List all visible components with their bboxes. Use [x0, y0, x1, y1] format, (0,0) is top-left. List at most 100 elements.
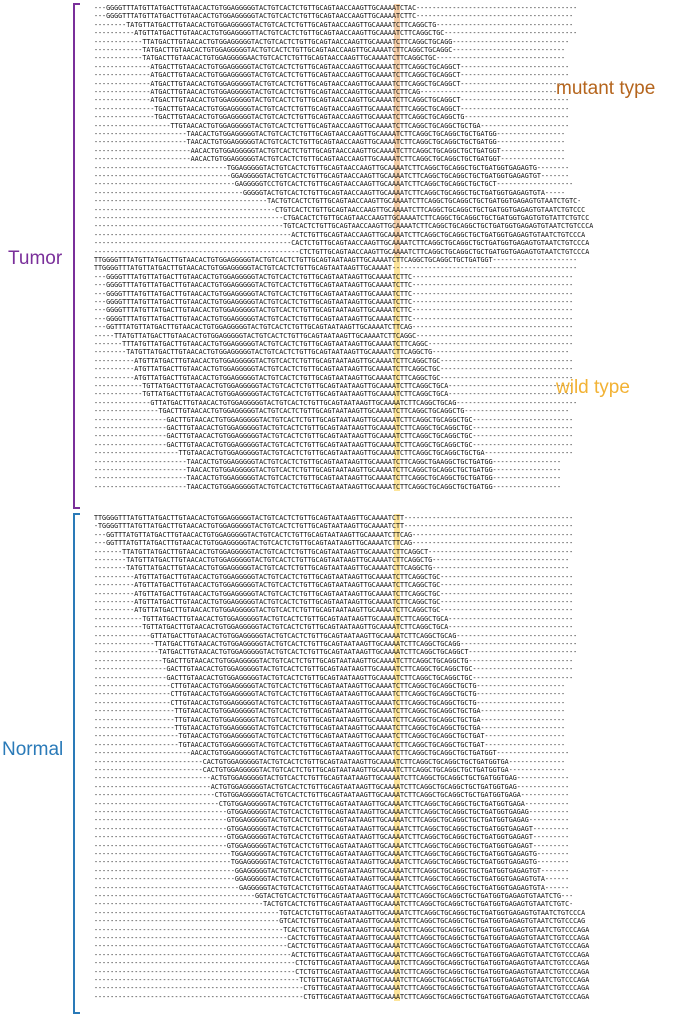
tumor-mutant-read: ----------ATGTTATGACTTGTAACACTGTGGAGGGGT…: [94, 29, 578, 38]
tumor-wild-read: ---GGGGTTTATGTTATGACTTGTAACACTGTGGAGGGGG…: [94, 306, 574, 315]
normal-wild-read: ------------------------------CTGTGGAGGG…: [94, 791, 570, 800]
normal-wild-read: ----------------------------------TGGAGG…: [94, 850, 570, 858]
tumor-mutant-read: --------TATGTTATGACTTGTAACACTGTGGAGGGGGT…: [94, 20, 574, 29]
tumor-mutant-read: ----------------------------------------…: [94, 197, 582, 206]
normal-wild-read: ---------------------TGTAACACTGTGGAGGGGG…: [94, 740, 566, 749]
normal-wild-read: -----------------------------ACTGTGGAGGG…: [94, 782, 570, 791]
tumor-wild-read: ---GGGGTTTATGTTATGACTTGTAACACTGTGGAGGGGG…: [94, 272, 574, 281]
tumor-mutant-read: ----------------------------------------…: [94, 247, 590, 256]
normal-wild-read: ---------------------------------GTGGAGG…: [94, 816, 570, 825]
normal-wild-read: ----------------------------------------…: [94, 925, 590, 934]
tumor-wild-read: ---GGGGTTTATGTTATGACTTGTAACACTGTGGAGGGGG…: [94, 281, 574, 290]
normal-wild-read: ------------------------------------GAGG…: [94, 883, 570, 892]
normal-wild-read: ----------------------------------------…: [94, 984, 590, 993]
normal-wild-read: -----------------------------------GGAGG…: [94, 875, 570, 884]
tumor-mutant-read: ---------------TGACTTGTAACACTGTGGAGGGGGT…: [94, 104, 570, 113]
tumor-wild-read: ----------ATGTTATGACTTGTAACACTGTGGAGGGGG…: [94, 373, 574, 382]
normal-wild-read: ------------------GACTTGTAACACTGTGGAGGGG…: [94, 673, 574, 682]
normal-wild-read: ----------------------------------------…: [94, 900, 574, 909]
tumor-mutant-read: ----------------------------------GGAGGG…: [94, 172, 570, 180]
tumor-mutant-read: --------------ATGACTTGTAACACTGTGGAGGGGGT…: [94, 88, 558, 96]
normal-wild-read: ---------------------------------GTGGAGG…: [94, 833, 570, 842]
normal-wild-read: -----------------------------ACTGTGGAGGG…: [94, 774, 570, 783]
normal-wild-read: -------------------CTTGTAACACTGTGGAGGGGG…: [94, 698, 566, 707]
tumor-mutant-read: --------------ATGACTTGTAACACTGTGGAGGGGGT…: [94, 79, 570, 88]
tumor-wild-read: --------TATGTTATGACTTGTAACACTGTGGAGGGGGT…: [94, 348, 570, 357]
wild-type-label: wild type: [556, 377, 630, 398]
normal-wild-read: ----------------------------------------…: [94, 892, 574, 900]
normal-wild-read: ----------------------------------------…: [94, 976, 590, 984]
normal-wild-read: ---GGTTTATGTTATGACTTGTAACACTGTGGAGGGGGTA…: [94, 539, 574, 548]
normal-wild-read: ------------TGTTATGACTTGTAACACTGTGGAGGGG…: [94, 623, 574, 632]
normal-wild-read: ----------------------------------------…: [94, 950, 590, 959]
tumor-wild-read: -----------------------TAACACTGTGGAGGGGG…: [94, 482, 562, 491]
normal-bracket: [73, 513, 80, 1014]
tumor-wild-read: ------------TGTTATGACTTGTAACACTGTGGAGGGG…: [94, 390, 574, 399]
tumor-mutant-read: ----------------------------------------…: [94, 205, 586, 214]
tumor-mutant-read: ------------TATGACTTGTAACACTGTGGAGGGGGAA…: [94, 54, 566, 63]
tumor-mutant-read: ----------------------------------------…: [94, 222, 594, 231]
tumor-mutant-read: ------------------------AACACTGTGGAGGGGG…: [94, 155, 566, 164]
tumor-wild-read: -----------------------TAACACTGTGGAGGGGG…: [94, 474, 562, 483]
tumor-wild-read: ---GGTTTATGTTATGACTTGTAACACTGTGGAGGGGGTA…: [94, 323, 574, 332]
normal-wild-read: ----------ATGTTATGACTTGTAACACTGTGGAGGGGG…: [94, 589, 574, 598]
normal-wild-read: --------TATGTTATGACTTGTAACACTGTGGAGGGGGT…: [94, 564, 570, 573]
normal-wild-read: TTGGGGTTTATGTTATGACTTGTAACACTGTGGAGGGGGT…: [94, 514, 574, 522]
tumor-label: Tumor: [8, 248, 63, 269]
tumor-wild-read: --------------GTTATGACTTGTAACACTGTGGAGGG…: [94, 398, 578, 407]
tumor-wild-variant-column: [394, 256, 400, 492]
normal-wild-read: -------------------CTTGTAACACTGTGGAGGGGG…: [94, 690, 566, 699]
normal-wild-read: ---GGTTTATGTTATGACTTGTAACACTGTGGAGGGGGTA…: [94, 530, 574, 539]
tumor-wild-read: ------------------GACTTGTAACACTGTGGAGGGG…: [94, 432, 574, 441]
tumor-mutant-variant-column: [394, 4, 400, 256]
normal-wild-read: ----------------TATGACTTGTAACACTGTGGAGGG…: [94, 648, 578, 657]
mutant-type-label: mutant type: [556, 78, 656, 99]
tumor-mutant-read: --------------ATGACTTGTAACACTGTGGAGGGGGT…: [94, 96, 570, 105]
tumor-wild-read: ------------------GACTTGTAACACTGTGGAGGGG…: [94, 440, 574, 449]
normal-wild-read: ---------------TTATGACTTGTAACACTGTGGAGGG…: [94, 640, 578, 648]
tumor-mutant-read: -----------------------TAACACTGTGGAGGGGG…: [94, 130, 566, 138]
tumor-wild-read: -----TTATGTTATGACTTGTAACACTGTGGAGGGGGTAC…: [94, 331, 574, 340]
normal-wild-read: ---------------------------CACTGTGGAGGGG…: [94, 757, 566, 766]
tumor-mutant-read: ----------------------------------------…: [94, 239, 590, 248]
tumor-mutant-read: ----------------------------------------…: [94, 230, 586, 239]
tumor-mutant-read: -----------------------------------GAGGG…: [94, 180, 574, 189]
normal-wild-read: ----------ATGTTATGACTTGTAACACTGTGGAGGGGG…: [94, 581, 574, 590]
tumor-wild-read: -----------------------TAACACTGTGGAGGGGG…: [94, 466, 562, 474]
normal-wild-read: --------------------TTGTAACACTGTGGAGGGGG…: [94, 707, 566, 716]
tumor-wild-read: -------TTTATGTTATGACTTGTAACACTGTGGAGGGGG…: [94, 340, 574, 348]
tumor-wild-read: ---GGGGTTTATGTTATGACTTGTAACACTGTGGAGGGGG…: [94, 298, 574, 306]
normal-wild-read: ----------------------------------------…: [94, 967, 590, 976]
normal-wild-read: ----------------------------------------…: [94, 908, 586, 917]
normal-wild-read: ---------------------------CACTGTGGAGGGG…: [94, 766, 566, 774]
tumor-mutant-read: ---------------TGACTTGTAACACTGTGGAGGGGGT…: [94, 113, 570, 122]
tumor-mutant-read: -------------------------------------GGG…: [94, 188, 566, 197]
normal-wild-read: -----------------TGACTTGTAACACTGTGGAGGGG…: [94, 656, 574, 665]
normal-wild-read: --------------------TTGTAACACTGTGGAGGGGG…: [94, 715, 566, 724]
tumor-mutant-read: ---GGGGTTTATGTTATGACTTGTAACACTGTGGAGGGGG…: [94, 12, 574, 21]
tumor-wild-read: TTGGGGTTTATGTTATGACTTGTAACACTGTGGAGGGGGT…: [94, 256, 578, 264]
tumor-mutant-read: -------------------TTGTAACACTGTGGAGGGGGT…: [94, 121, 570, 130]
tumor-mutant-read: ----------------------------------------…: [94, 214, 590, 222]
tumor-mutant-read: --------------ATGACTTGTAACACTGTGGAGGGGGT…: [94, 71, 570, 80]
normal-wild-read: --------TATGTTATGACTTGTAACACTGTGGAGGGGGT…: [94, 556, 570, 564]
tumor-bracket: [73, 3, 80, 509]
normal-wild-read: ------------TGTTATGACTTGTAACACTGTGGAGGGG…: [94, 614, 574, 623]
normal-wild-read: -------------------CTTGTAACACTGTGGAGGGGG…: [94, 682, 566, 690]
tumor-wild-read: ---GGGGTTTATGTTATGACTTGTAACACTGTGGAGGGGG…: [94, 289, 574, 298]
tumor-wild-read: ----------------TGACTTGTAACACTGTGGAGGGGG…: [94, 407, 570, 416]
normal-wild-read: ------------------------AACACTGTGGAGGGGG…: [94, 749, 570, 758]
normal-wild-read: ----------------------------------------…: [94, 917, 586, 926]
normal-wild-read: ---------------------------------GTGGAGG…: [94, 824, 570, 833]
normal-wild-read: ---------------------TGTAACACTGTGGAGGGGG…: [94, 732, 566, 741]
tumor-wild-read: -----------------------TAACACTGTGGAGGGGG…: [94, 457, 562, 466]
tumor-mutant-read: ------------TATGACTTGTAACACTGTGGAGGGGGTA…: [94, 46, 566, 54]
normal-wild-read: ----------------------------------TGGAGG…: [94, 858, 570, 867]
normal-wild-read: ----------------------------------------…: [94, 959, 590, 968]
normal-wild-read: ---------------------------------GTGGAGG…: [94, 841, 570, 850]
tumor-wild-read: ----------ATGTTATGACTTGTAACACTGTGGAGGGGG…: [94, 356, 574, 365]
normal-wild-read: ---------------------------------GTGGAGG…: [94, 808, 570, 816]
normal-wild-read: ----------------------------------------…: [94, 942, 590, 951]
